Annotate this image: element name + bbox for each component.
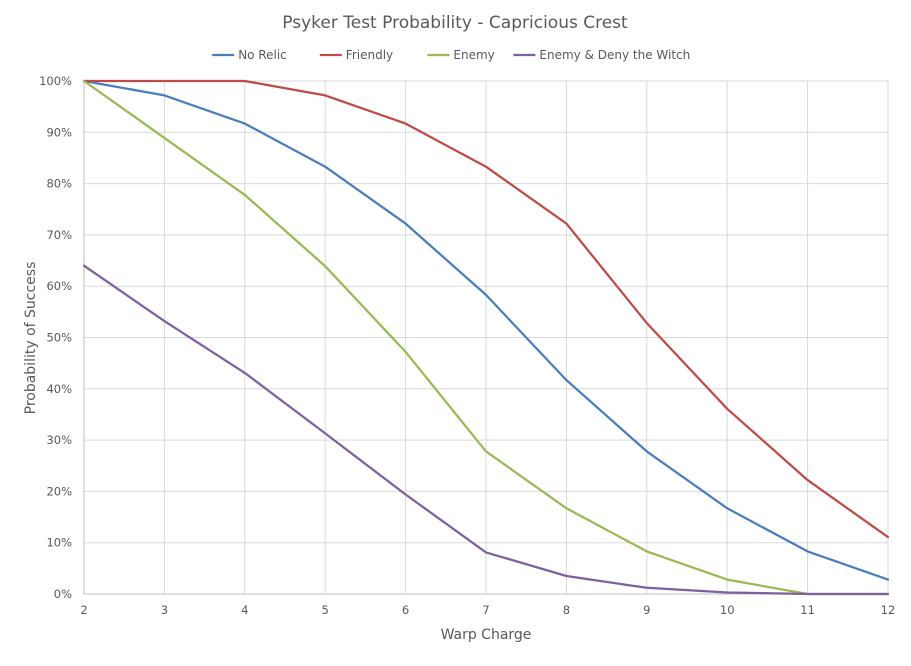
x-tick-label: 2	[80, 603, 87, 617]
x-tick-label: 11	[800, 603, 815, 617]
x-tick-label: 7	[482, 603, 489, 617]
series-line-no-relic	[82, 79, 890, 581]
y-tick-label: 100%	[39, 74, 72, 88]
grid	[84, 80, 889, 594]
legend-label: Enemy	[453, 48, 494, 62]
series-line-friendly	[82, 79, 890, 539]
x-tick-label: 6	[402, 603, 409, 617]
x-axis-title: Warp Charge	[441, 627, 532, 643]
series-lines	[82, 79, 890, 596]
chart-title: Psyker Test Probability - Capricious Cre…	[282, 13, 628, 33]
tick-labels: 0% 10% 20% 30% 40% 50% 60% 70% 80% 90% 100% 2 3 4 5 6 7 8…	[39, 74, 895, 617]
x-tick-label: 3	[161, 603, 168, 617]
x-tick-label: 12	[881, 603, 896, 617]
x-tick-label: 5	[322, 603, 329, 617]
y-axis-title: Probability of Success	[23, 262, 39, 415]
y-tick-label: 10%	[46, 536, 72, 550]
y-tick-label: 70%	[46, 228, 72, 242]
series-line-enemy	[82, 79, 890, 596]
x-tick-label: 9	[643, 603, 650, 617]
y-tick-label: 80%	[46, 177, 72, 191]
legend-item-friendly: Friendly	[319, 48, 393, 62]
legend-item-enemy: Enemy	[427, 48, 495, 62]
legend-label: No Relic	[238, 48, 287, 62]
x-tick-label: 10	[720, 603, 735, 617]
y-tick-label: 0%	[54, 587, 72, 601]
legend-label: Friendly	[346, 48, 393, 62]
x-tick-label: 4	[241, 603, 248, 617]
x-tick-label: 8	[563, 603, 570, 617]
y-tick-label: 30%	[46, 433, 72, 447]
y-tick-label: 40%	[46, 382, 72, 396]
series-line-enemy-deny-the-witch	[82, 264, 890, 596]
legend: No Relic Friendly Enemy Enemy & Deny the Wi…	[212, 48, 690, 62]
y-tick-label: 50%	[46, 331, 72, 345]
y-tick-label: 60%	[46, 279, 72, 293]
legend-item-no-relic: No Relic	[212, 48, 287, 62]
legend-item-enemy-deny-the-witch: Enemy & Deny the Witch	[513, 48, 690, 62]
y-tick-label: 90%	[46, 125, 72, 139]
legend-label: Enemy & Deny the Witch	[539, 48, 690, 62]
y-tick-label: 20%	[46, 484, 72, 498]
